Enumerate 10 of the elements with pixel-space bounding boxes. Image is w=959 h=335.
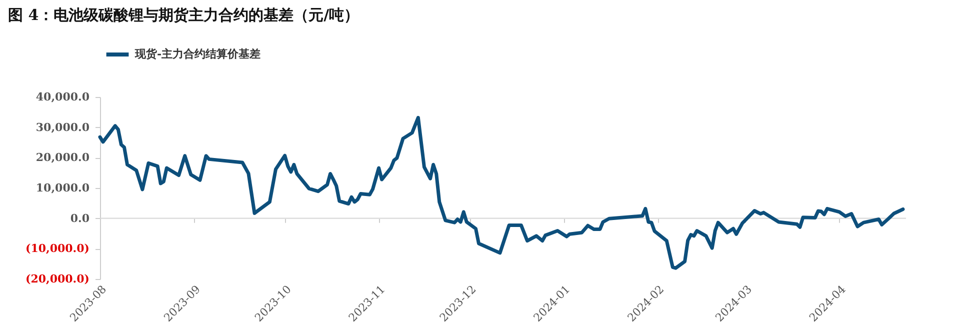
line-series bbox=[98, 116, 905, 270]
y-tick-label: (10,000.0) bbox=[26, 242, 90, 256]
y-tick-label: 20,000.0 bbox=[36, 151, 90, 164]
y-tick-label: 10,000.0 bbox=[36, 182, 90, 194]
chart-title: 图 4：电池级碳酸锂与期货主力合约的基差（元/吨） bbox=[8, 6, 360, 24]
y-tick-label: 30,000.0 bbox=[36, 120, 90, 134]
y-tick-label: 40,000.0 bbox=[36, 90, 90, 104]
legend-label: 现货-主力合约结算价基差 bbox=[134, 48, 261, 60]
y-tick-label: 0.0 bbox=[70, 212, 90, 225]
y-tick-label: (20,000.0) bbox=[26, 272, 90, 286]
